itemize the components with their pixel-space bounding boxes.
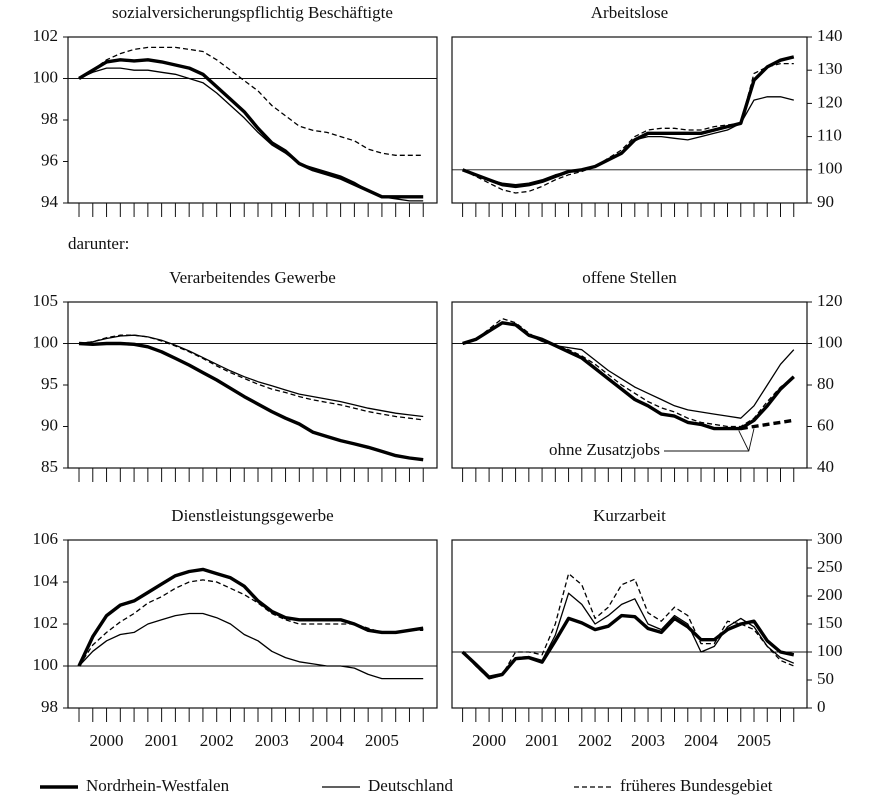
y-tick-label: 98 (41, 109, 58, 128)
y-tick-label: 120 (817, 291, 843, 310)
y-tick-label: 110 (817, 126, 842, 145)
series-line: Nordrhein-Westfalen (78, 341, 424, 462)
y-tick-label: 60 (817, 415, 834, 434)
legend-label: früheres Bundesgebiet (620, 776, 773, 795)
legend-label: Deutschland (368, 776, 453, 795)
series-line: Nordrhein-Westfalen (462, 321, 795, 431)
leader-line (738, 430, 750, 452)
x-tick-label: 2002 (578, 731, 612, 750)
series-line: früheres Bundesgebiet (78, 334, 424, 421)
y-tick-label: 100 (817, 641, 843, 660)
x-tick-label: 2005 (737, 731, 771, 750)
y-tick-label: 104 (33, 571, 59, 590)
series-line: ohne Zusatzjobs (740, 418, 795, 431)
y-tick-label: 0 (817, 697, 826, 716)
x-tick-label: 2001 (145, 731, 179, 750)
series-line: früheres Bundesgebiet (462, 62, 794, 194)
x-tick-label: 2000 (472, 731, 506, 750)
y-tick-label: 140 (817, 26, 843, 45)
y-tick-label: 85 (41, 457, 58, 476)
series-line: Deutschland (78, 67, 424, 202)
series-line: früheres Bundesgebiet (462, 317, 795, 428)
series-line: Nordrhein-Westfalen (461, 55, 795, 189)
series-line: Nordrhein-Westfalen (77, 567, 424, 667)
y-tick-label: 94 (41, 192, 59, 211)
y-tick-label: 50 (817, 669, 834, 688)
x-tick-label: 2002 (200, 731, 234, 750)
plot-frame (67, 539, 438, 709)
series-line: Nordrhein-Westfalen (461, 613, 795, 679)
y-tick-label: 80 (817, 374, 834, 393)
y-tick-label: 150 (817, 613, 843, 632)
y-tick-label: 100 (817, 159, 843, 178)
x-tick-label: 2003 (255, 731, 289, 750)
series-line: früheres Bundesgebiet (78, 579, 424, 667)
series-line: Deutschland (462, 592, 795, 680)
annotation: ohne Zusatzjobs (549, 440, 660, 459)
chart-title: Arbeitslose (591, 3, 668, 22)
y-tick-label: 96 (41, 150, 58, 169)
y-tick-label: 100 (817, 332, 843, 351)
x-tick-label: 2005 (365, 731, 399, 750)
series-line: Deutschland (462, 96, 794, 186)
y-tick-label: 105 (33, 291, 59, 310)
y-tick-label: 98 (41, 697, 58, 716)
plot-frame (451, 36, 808, 204)
series-line: Nordrhein-Westfalen (78, 58, 424, 199)
y-tick-label: 200 (817, 585, 843, 604)
plot-frame (451, 539, 808, 709)
x-tick-label: 2004 (684, 731, 719, 750)
x-tick-label: 2000 (90, 731, 124, 750)
y-tick-label: 90 (817, 192, 834, 211)
series-line: früheres Bundesgebiet (78, 46, 424, 156)
y-tick-label: 40 (817, 457, 834, 476)
y-tick-label: 120 (817, 92, 843, 111)
y-tick-label: 300 (817, 529, 843, 548)
x-tick-label: 2003 (631, 731, 665, 750)
y-tick-label: 250 (817, 557, 843, 576)
y-tick-label: 100 (33, 655, 59, 674)
y-tick-label: 106 (33, 529, 59, 548)
chart-title: sozialversicherungspflichtig Beschäftigt… (112, 3, 393, 22)
y-tick-label: 102 (33, 26, 59, 45)
y-tick-label: 90 (41, 415, 58, 434)
plot-frame (67, 301, 438, 469)
x-tick-label: 2001 (525, 731, 559, 750)
y-tick-label: 102 (33, 613, 59, 632)
series-line: Deutschland (78, 334, 424, 418)
series-line: Deutschland (78, 612, 424, 680)
y-tick-label: 100 (33, 332, 59, 351)
legend-label: Nordrhein-Westfalen (86, 776, 230, 795)
annotation: darunter: (68, 234, 129, 253)
chart-title: Dienstleistungsgewerbe (171, 506, 333, 525)
chart-title: Verarbeitendes Gewerbe (169, 268, 336, 287)
chart-title: offene Stellen (582, 268, 677, 287)
x-tick-label: 2004 (310, 731, 345, 750)
y-tick-label: 100 (33, 67, 59, 86)
chart-title: Kurzarbeit (593, 506, 666, 525)
series-line: Deutschland (462, 322, 795, 419)
y-tick-label: 95 (41, 374, 58, 393)
leader-line (664, 428, 755, 452)
y-tick-label: 130 (817, 59, 843, 78)
